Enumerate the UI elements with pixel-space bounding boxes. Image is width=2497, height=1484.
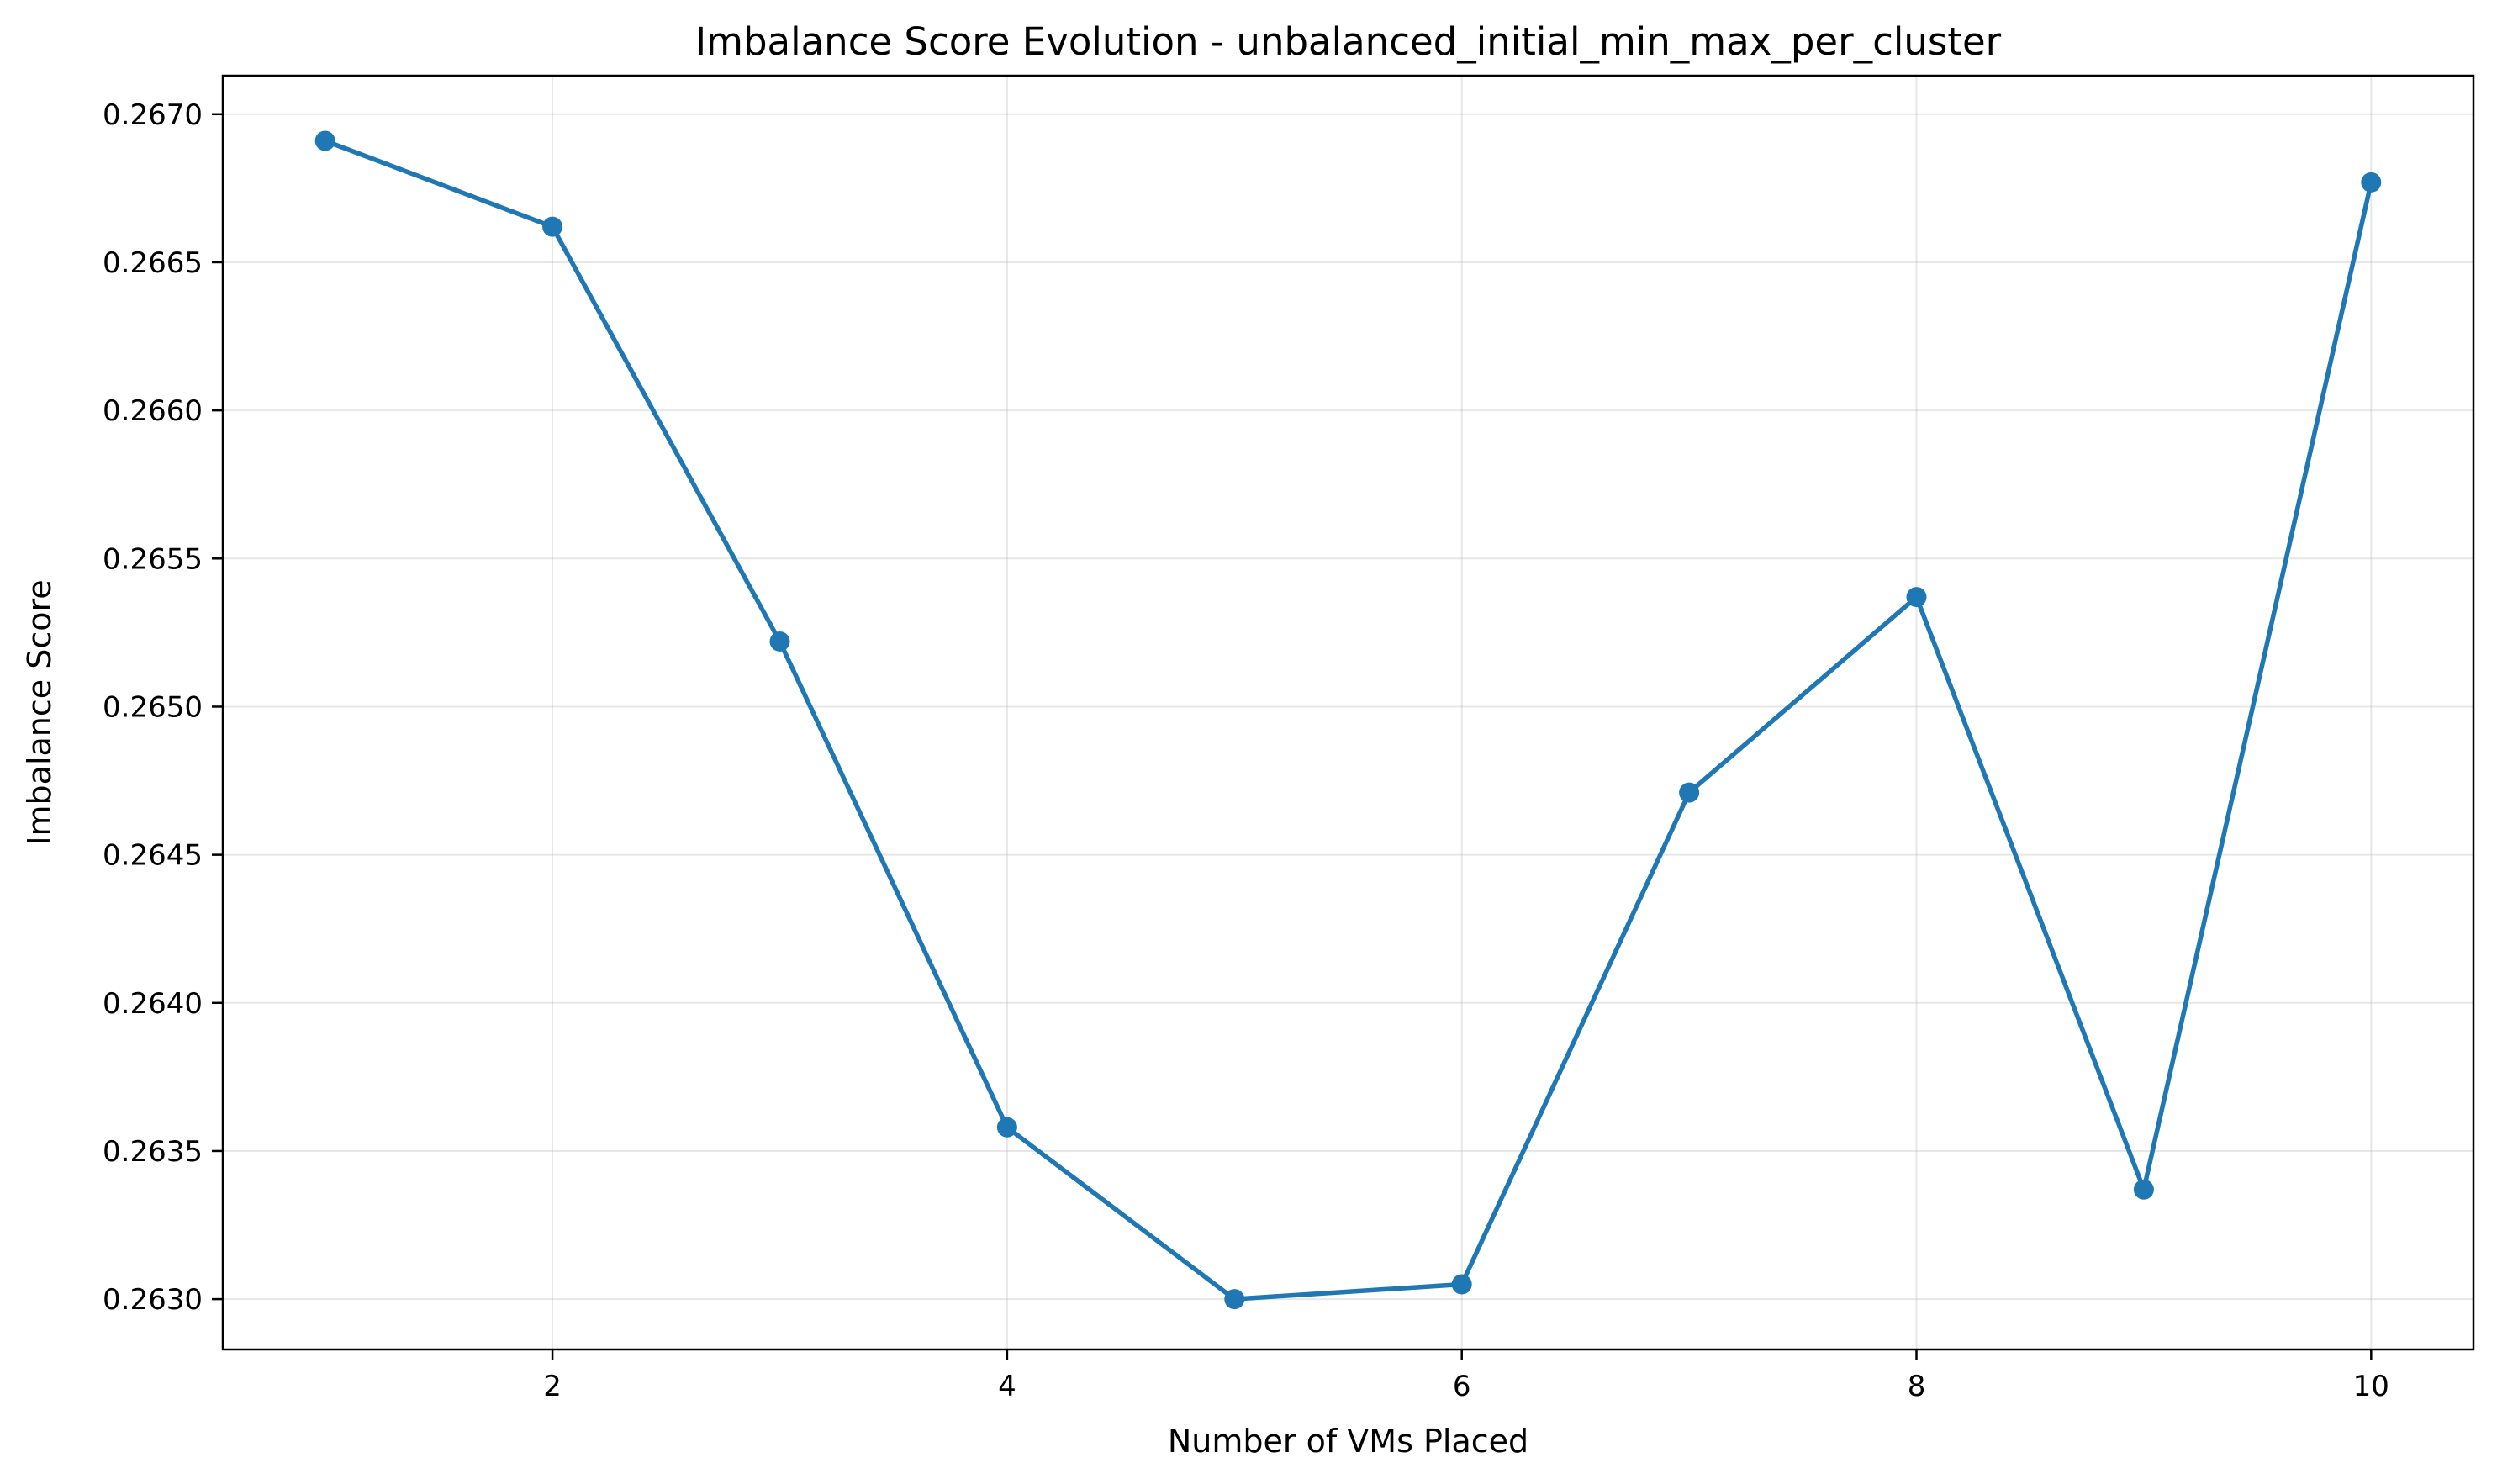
x-axis-label: Number of VMs Placed (1168, 1423, 1528, 1460)
grid-lines (223, 76, 2473, 1349)
data-point (1906, 587, 1927, 608)
y-tick-label: 0.2635 (103, 1135, 203, 1169)
chart-title: Imbalance Score Evolution - unbalanced_i… (695, 19, 2002, 64)
y-tick-label: 0.2660 (103, 394, 203, 428)
y-tick-label: 0.2645 (103, 839, 203, 873)
series-line (322, 138, 2374, 1302)
data-point (996, 1117, 1017, 1138)
data-point (1451, 1274, 1472, 1295)
x-tick-label: 2 (543, 1370, 562, 1403)
y-tick-label: 0.2630 (103, 1283, 203, 1317)
data-point (1679, 782, 1700, 803)
y-tick-label: 0.2655 (103, 542, 203, 576)
x-tick-label: 8 (1908, 1370, 1926, 1403)
axes-frame (221, 74, 2475, 1351)
data-point (314, 130, 335, 151)
axis-ticks: 2 4 6 8 10 0.2630 0.2635 0.2640 0.2645 0.2650 0.26… (103, 98, 2389, 1403)
y-tick-label: 0.2670 (103, 98, 203, 132)
data-series (314, 130, 2382, 1310)
data-point (1224, 1289, 1245, 1310)
y-axis-label: Imbalance Score (21, 579, 58, 845)
x-tick-label: 4 (998, 1370, 1016, 1403)
x-tick-label: 6 (1453, 1370, 1471, 1403)
data-point (542, 216, 563, 237)
y-tick-label: 0.2640 (103, 987, 203, 1021)
data-point (769, 631, 790, 652)
data-point (2361, 172, 2382, 193)
y-tick-label: 0.2650 (103, 690, 203, 724)
y-tick-label: 0.2665 (103, 246, 203, 280)
x-tick-label: 10 (2353, 1370, 2389, 1403)
data-point (2133, 1179, 2154, 1200)
